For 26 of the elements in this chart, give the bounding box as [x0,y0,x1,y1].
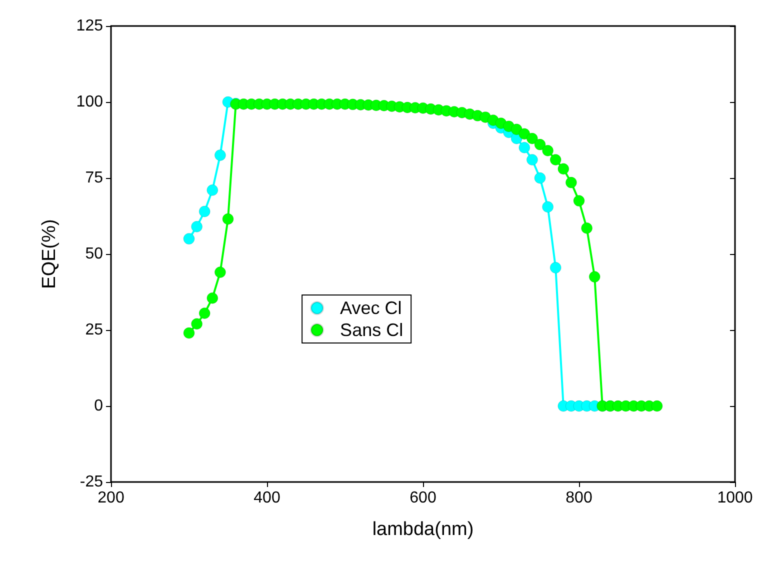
point [518,142,530,154]
x-tick-label: 1000 [717,490,753,506]
point [550,262,562,274]
x-tick-label: 400 [254,490,280,506]
y-tick-label: 125 [76,18,104,34]
x-tick-label: 200 [98,490,124,506]
legend-label: Sans Cl [340,320,404,340]
y-tick-label: 0 [94,398,104,414]
point [183,233,195,245]
point [198,206,210,218]
point [206,184,218,196]
y-tick-label: 50 [85,246,104,262]
point [534,172,546,184]
y-tick-label: 75 [85,170,104,186]
point [214,149,226,161]
y-tick-label: 25 [85,322,104,338]
x-axis-title: lambda(nm) [372,519,474,540]
y-tick-label: -25 [80,474,104,490]
y-axis-title: EQE(%) [39,219,60,289]
x-tick-label: 800 [566,490,592,506]
point [542,201,554,213]
point [526,154,538,166]
y-tick-label: 100 [76,94,104,110]
legend-label: Avec Cl [340,298,402,318]
point [191,220,203,232]
x-tick-label: 600 [410,490,436,506]
